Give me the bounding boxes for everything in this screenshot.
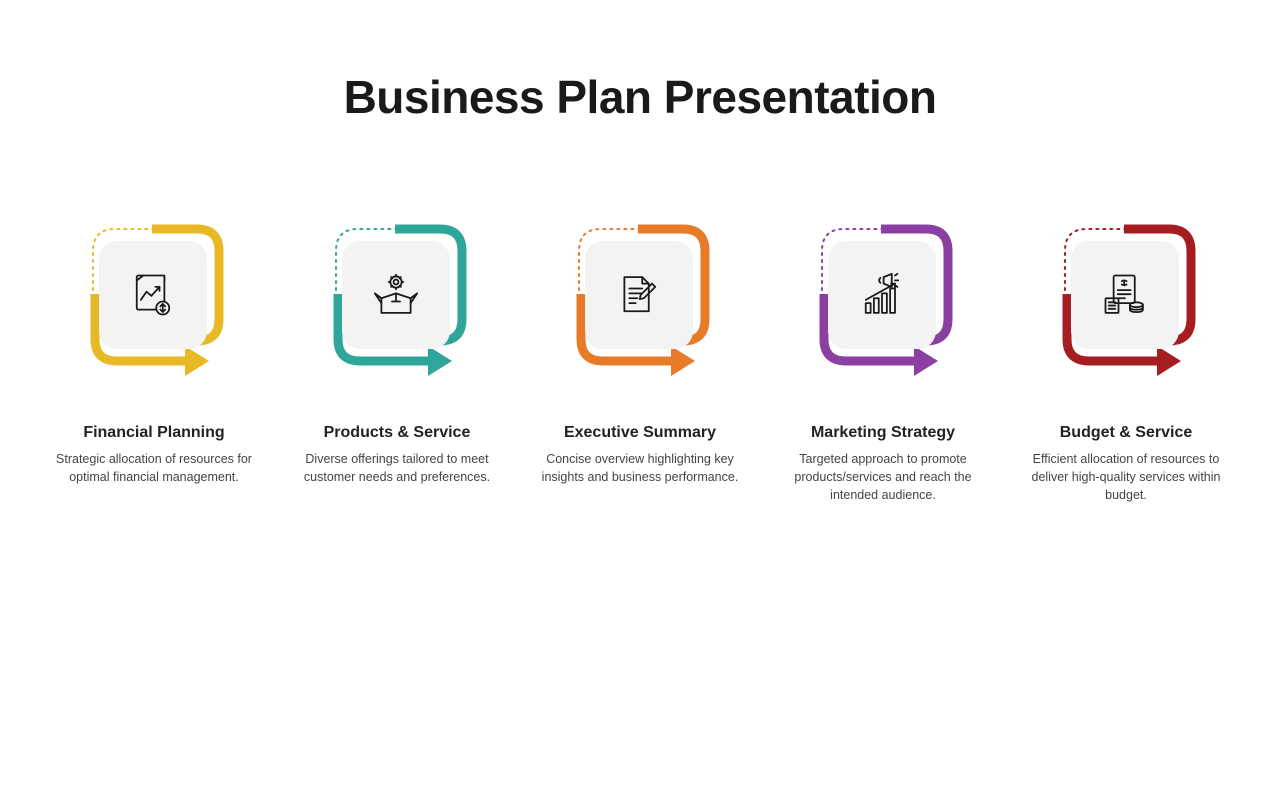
icon-container (1071, 241, 1179, 349)
card-budget-service: Budget & Service Efficient allocation of… (1024, 219, 1229, 504)
card-desc: Targeted approach to promote products/se… (781, 450, 986, 504)
icon-frame (77, 219, 232, 384)
package-gear-icon (370, 269, 422, 321)
icon-container (585, 241, 693, 349)
document-pen-icon (613, 269, 665, 321)
card-desc: Strategic allocation of resources for op… (52, 450, 257, 486)
icon-frame (1049, 219, 1204, 384)
icon-container (342, 241, 450, 349)
icon-container (99, 241, 207, 349)
card-executive-summary: Executive Summary Concise overview highl… (538, 219, 743, 504)
card-desc: Diverse offerings tailored to meet custo… (295, 450, 500, 486)
page-title: Business Plan Presentation (0, 70, 1280, 124)
card-title: Products & Service (324, 424, 471, 442)
cards-row: Financial Planning Strategic allocation … (0, 219, 1280, 504)
card-desc: Efficient allocation of resources to del… (1024, 450, 1229, 504)
financial-chart-icon (127, 269, 179, 321)
icon-frame (320, 219, 475, 384)
card-marketing-strategy: Marketing Strategy Targeted approach to … (781, 219, 986, 504)
icon-frame (563, 219, 718, 384)
card-title: Budget & Service (1060, 424, 1192, 442)
card-title: Marketing Strategy (811, 424, 955, 442)
card-title: Executive Summary (564, 424, 716, 442)
icon-frame (806, 219, 961, 384)
icon-container (828, 241, 936, 349)
budget-coins-icon (1099, 269, 1151, 321)
card-desc: Concise overview highlighting key insigh… (538, 450, 743, 486)
card-financial-planning: Financial Planning Strategic allocation … (52, 219, 257, 504)
card-title: Financial Planning (83, 424, 224, 442)
megaphone-chart-icon (856, 269, 908, 321)
card-products-service: Products & Service Diverse offerings tai… (295, 219, 500, 504)
